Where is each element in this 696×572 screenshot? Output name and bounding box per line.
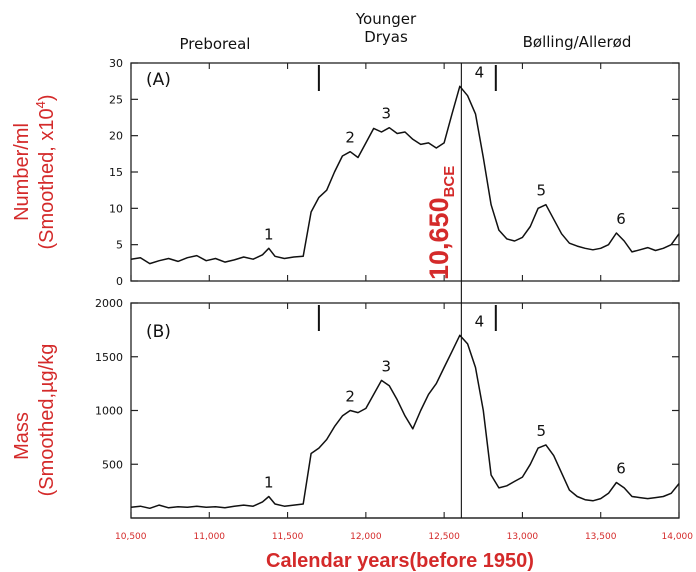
- panel-a-label: (A): [146, 70, 171, 90]
- panel-a-ylabel-sup: 4: [33, 101, 48, 108]
- panel-a-ylabel-line2: (Smoothed, x104): [33, 94, 58, 249]
- panel-b-ylabel-line1: Mass: [11, 412, 33, 460]
- panel-a-ytick-label-0: 0: [116, 275, 123, 288]
- x-tick-label-6: 13,500: [585, 532, 617, 542]
- panel-b-peak-label-2: 2: [345, 388, 355, 406]
- x-tick-label-7: 14,000: [662, 532, 694, 542]
- panel-a-ylabel-line1: Number/ml: [11, 123, 33, 221]
- panel-a-ytick-label-5: 25: [109, 93, 123, 106]
- panel-b-ytick-label-2: 1500: [95, 351, 123, 364]
- marker-label: 10,650BCE: [424, 166, 458, 280]
- panel-a-peak-label-2: 2: [345, 129, 355, 147]
- panel-b-ylabel-line2: (Smoothed,µg/kg: [36, 344, 58, 497]
- marker-label-main: 10,650: [424, 197, 454, 280]
- panel-a-peak-label-5: 5: [536, 182, 546, 200]
- x-tick-label-2: 11,500: [272, 532, 304, 542]
- panel-a-ylabel-base: (Smoothed, x10: [36, 108, 58, 249]
- panel-a-peak-label-6: 6: [616, 210, 626, 228]
- panel-a-peak-label-4: 4: [475, 63, 485, 81]
- marker-label-sub: BCE: [441, 166, 458, 198]
- period-younger-dryas-line1: Younger: [355, 10, 417, 28]
- panel-b-ytick-label-0: 500: [102, 458, 123, 471]
- panel-b-series-line: [131, 335, 679, 508]
- panel-a-ytick-label-3: 15: [109, 166, 123, 179]
- period-bolling-allerod: Bølling/Allerød: [523, 33, 632, 51]
- panel-a-peak-label-3: 3: [381, 105, 391, 123]
- x-axis-title: Calendar years(before 1950): [266, 550, 534, 572]
- period-preboreal: Preboreal: [180, 35, 251, 53]
- panel-b-frame: [131, 303, 679, 518]
- x-tick-label-1: 11,000: [194, 532, 226, 542]
- panel-a-peak-label-1: 1: [264, 225, 274, 243]
- panel-a-ylabel-close: ): [36, 94, 58, 101]
- panel-b-peak-label-3: 3: [381, 357, 391, 375]
- panel-b-label: (B): [146, 322, 171, 342]
- x-tick-label-3: 12,000: [350, 532, 382, 542]
- x-tick-label-4: 12,500: [428, 532, 460, 542]
- panel-a-series-line: [131, 86, 679, 263]
- panel-b-peak-label-6: 6: [616, 460, 626, 478]
- panel-b-peak-label-5: 5: [536, 422, 546, 440]
- panel-b-peak-label-4: 4: [475, 312, 485, 330]
- panel-b-peak-label-1: 1: [264, 474, 274, 492]
- panel-a-ytick-label-4: 20: [109, 130, 123, 143]
- x-tick-label-0: 10,500: [115, 532, 147, 542]
- period-younger-dryas-line2: Dryas: [364, 28, 408, 46]
- panel-a-ytick-label-1: 5: [116, 239, 123, 252]
- panel-b-ytick-label-3: 2000: [95, 297, 123, 310]
- panel-a-ytick-label-2: 10: [109, 202, 123, 215]
- panel-b-ytick-label-1: 1000: [95, 405, 123, 418]
- x-tick-label-5: 13,000: [507, 532, 539, 542]
- panel-a-ytick-label-6: 30: [109, 57, 123, 70]
